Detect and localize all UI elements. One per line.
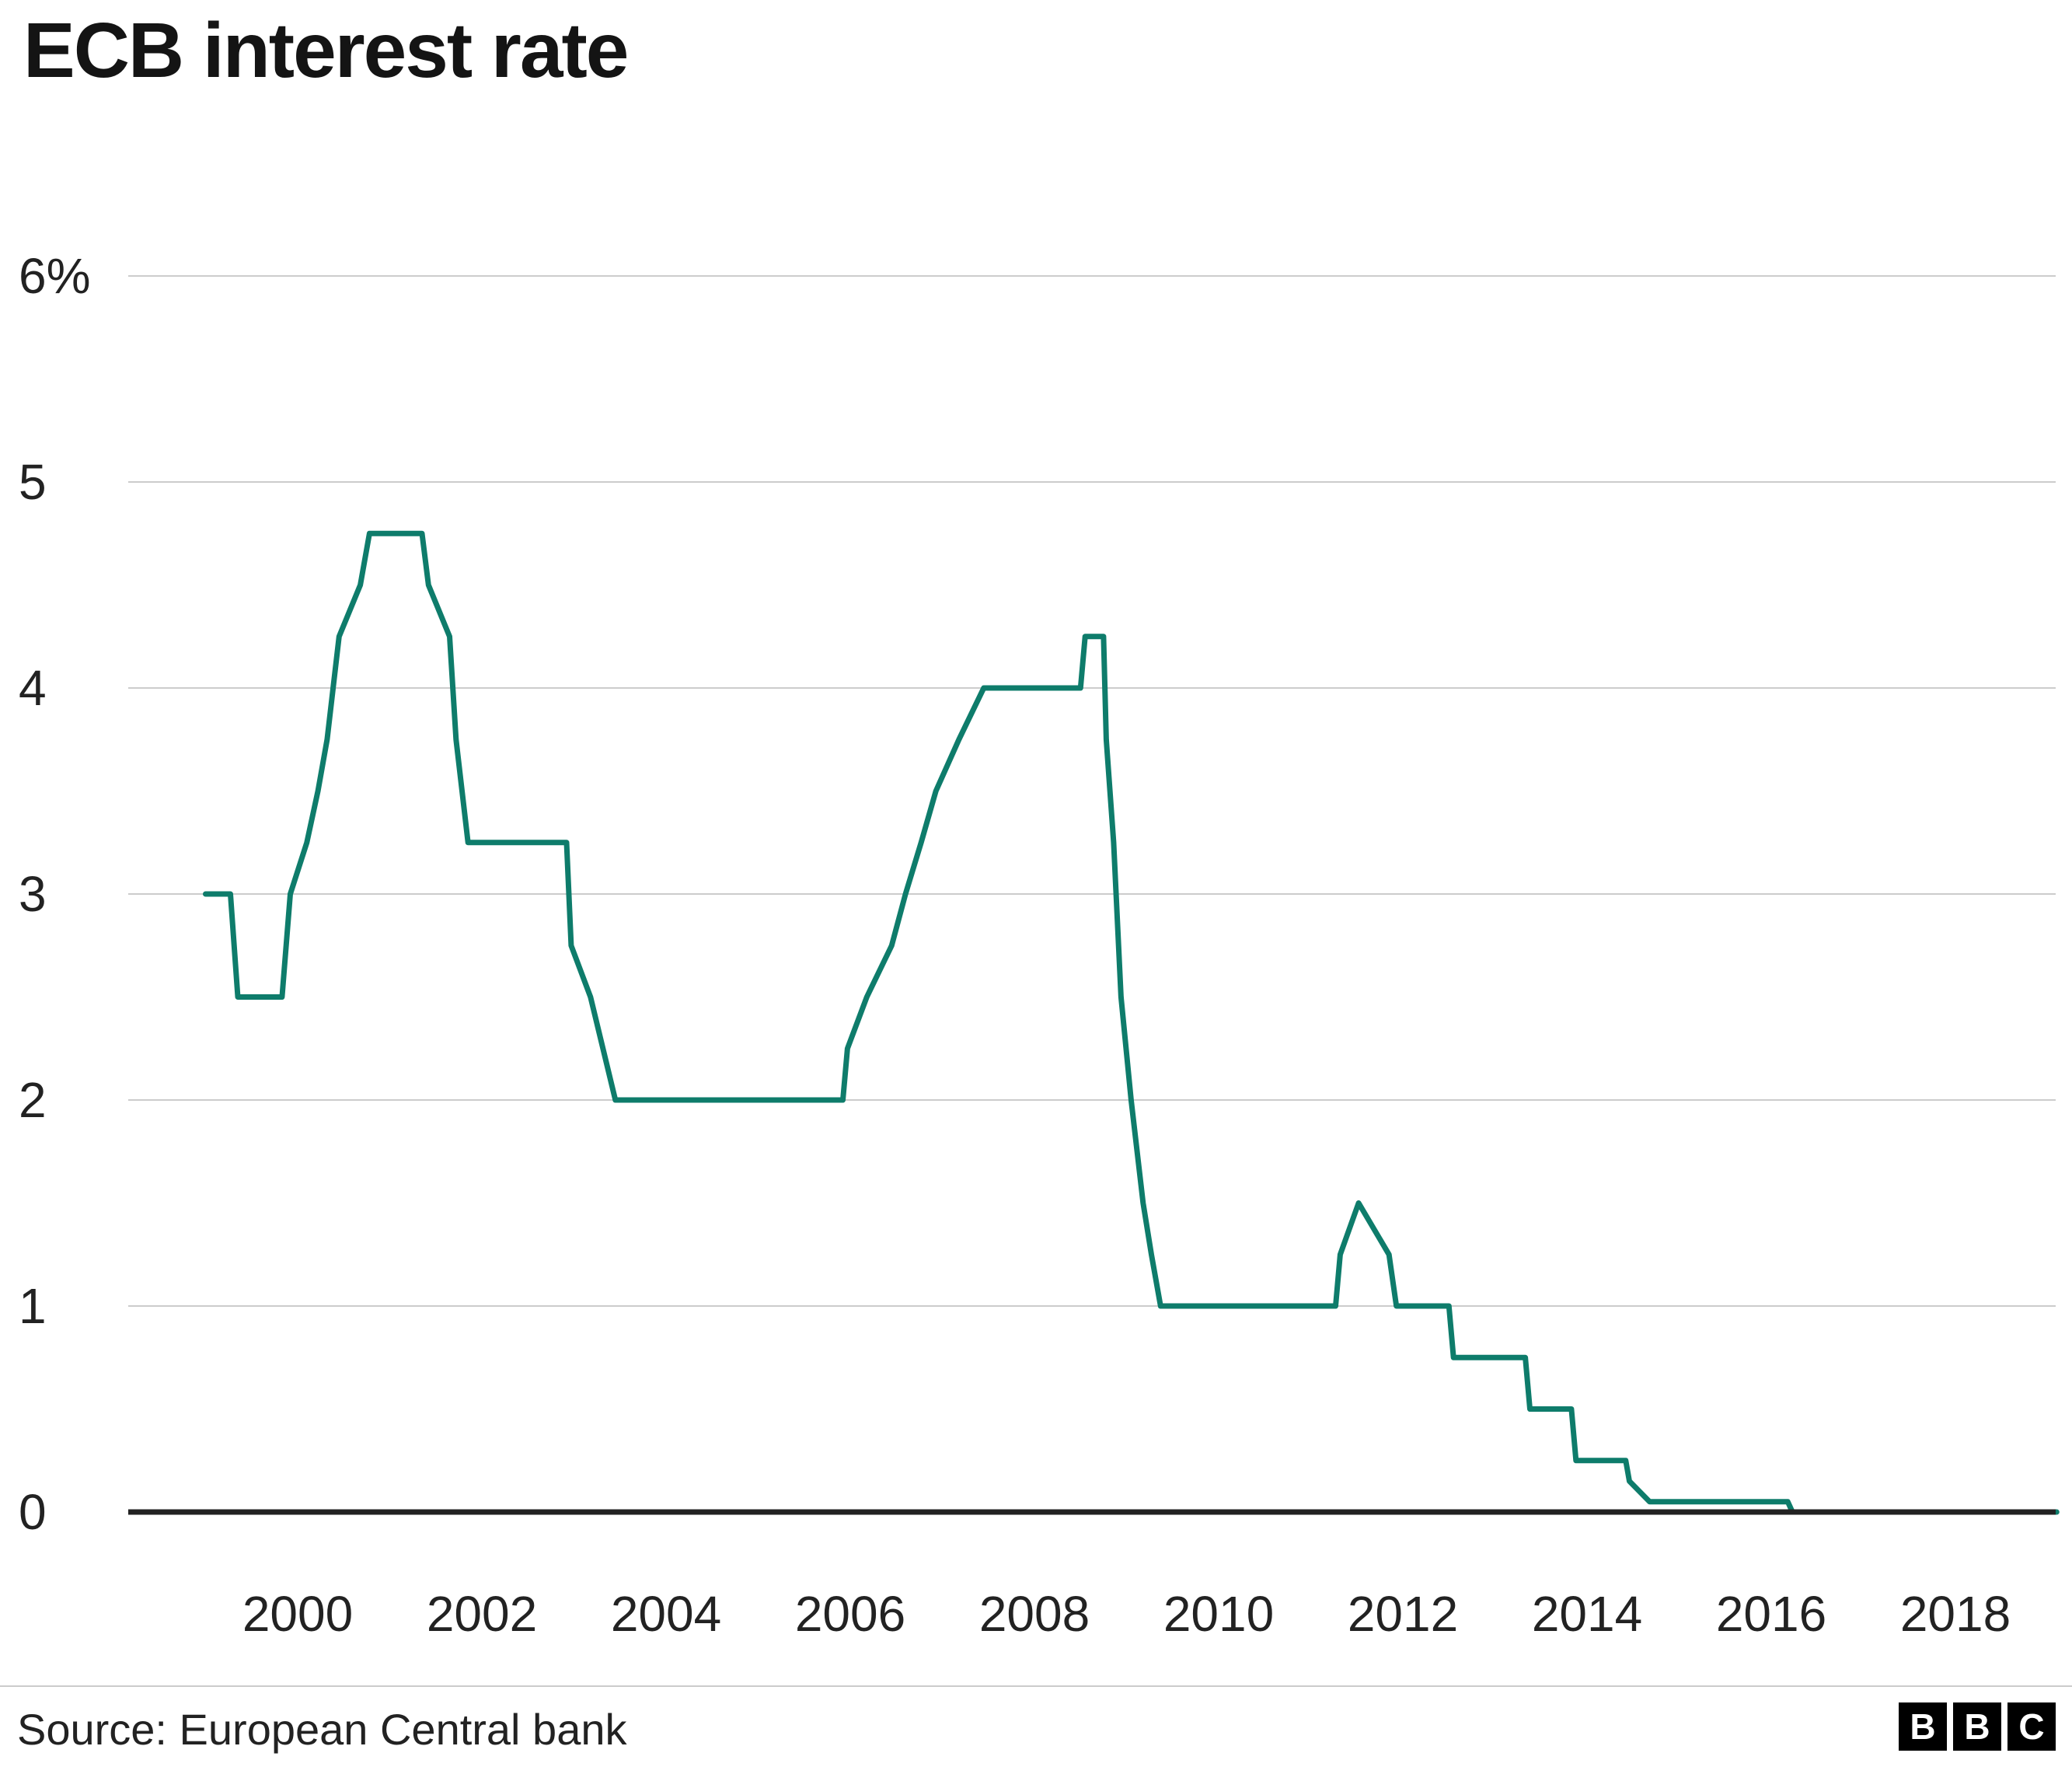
bbc-logo: B B C	[1899, 1702, 2056, 1751]
y-axis-tick-label: 2	[19, 1072, 47, 1128]
x-axis-tick-label: 2006	[795, 1586, 905, 1642]
x-axis-tick-label: 2018	[1900, 1586, 2011, 1642]
x-axis-tick-label: 2012	[1348, 1586, 1458, 1642]
page-title: ECB interest rate	[23, 7, 629, 94]
y-axis-tick-label: 4	[19, 660, 47, 716]
bbc-logo-block-c: C	[2007, 1702, 2056, 1751]
x-axis-tick-label: 2016	[1716, 1586, 1826, 1642]
x-axis-tick-label: 2000	[242, 1586, 353, 1642]
y-axis-tick-label: 0	[19, 1484, 47, 1540]
interest-rate-line	[203, 530, 2060, 1515]
x-axis-tick-label: 2004	[611, 1586, 721, 1642]
y-axis-tick-label: 3	[19, 866, 47, 922]
footer-divider	[0, 1685, 2072, 1687]
source-text: Source: European Central bank	[17, 1705, 627, 1754]
x-axis-tick-label: 2010	[1163, 1586, 1274, 1642]
x-axis-tick-label: 2002	[427, 1586, 537, 1642]
x-axis-tick-label: 2014	[1532, 1586, 1642, 1642]
x-axis-tick-label: 2008	[979, 1586, 1090, 1642]
y-axis-tick-label: 5	[19, 454, 47, 510]
y-axis-tick-label: 1	[19, 1278, 47, 1334]
bbc-logo-block-b2: B	[1953, 1702, 2001, 1751]
bbc-logo-block-b1: B	[1899, 1702, 1947, 1751]
y-axis-tick-label: 6%	[19, 248, 91, 304]
